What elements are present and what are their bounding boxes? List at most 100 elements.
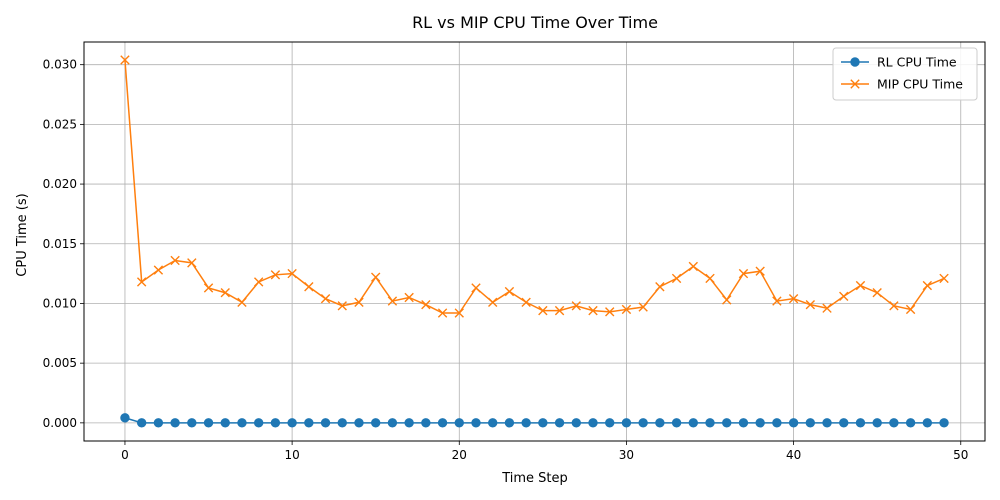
x-tick-label: 40 [786,448,801,462]
data-point [237,297,247,307]
x-tick-label: 50 [953,448,968,462]
data-point [655,282,665,292]
data-point [688,261,698,272]
axis-ticks: 0 10 20 30 40 50 0.000 0.005 0.010 0.015 0.020 0.02… [43,58,969,462]
data-point [120,413,130,423]
y-tick-label: 0.015 [43,237,77,251]
data-point [136,277,147,287]
series-rl-cpu-time [120,413,949,428]
data-point [320,418,331,428]
data-point [521,297,531,307]
series-mip-cpu-time [120,55,949,318]
data-point [504,286,515,297]
y-tick-label: 0.030 [43,58,77,72]
data-point [488,418,498,428]
legend-label: MIP CPU Time [877,77,963,92]
data-point [571,301,581,311]
y-tick-label: 0.025 [43,117,77,131]
legend-marker [850,57,860,67]
data-point [839,418,849,428]
data-point [872,418,882,428]
data-point [755,418,765,428]
data-point [437,418,448,428]
data-point [136,418,147,428]
data-point [153,265,164,275]
data-point [253,418,264,428]
data-point [187,258,197,268]
legend-marker [850,79,860,89]
data-point [554,418,565,428]
data-point [822,303,832,313]
x-axis-label: Time Step [501,471,568,486]
data-point [638,302,648,312]
data-point [253,277,264,287]
legend-entry: RL CPU Time [841,55,957,70]
y-tick-label: 0.005 [43,356,77,370]
data-point [588,305,598,316]
data-point [905,418,916,428]
data-point [120,55,130,65]
grid [84,42,985,441]
y-axis-label: CPU Time (s) [15,193,30,276]
data-point [471,418,481,428]
data-point [337,418,347,428]
x-tick-label: 10 [284,448,299,462]
legend-label: RL CPU Time [877,55,957,70]
data-point [504,418,515,428]
series-line [124,417,945,424]
data-point [738,268,749,279]
legend: RL CPU Time MIP CPU Time [832,47,978,101]
data-point [270,418,281,428]
data-point [237,418,247,428]
data-point [671,273,682,284]
data-point [203,283,214,293]
data-point [421,418,431,428]
y-tick-label: 0.010 [43,296,77,310]
data-point [805,418,816,428]
data-point [287,418,297,428]
data-point [855,418,866,428]
data-point [320,293,331,304]
data-point [605,307,615,317]
data-point [571,418,581,428]
data-point [688,418,699,428]
data-point [822,418,832,428]
data-point [304,418,314,428]
data-point [722,295,732,305]
data-point [922,280,933,291]
data-point [220,418,230,428]
data-point [738,418,749,428]
data-point [488,297,498,307]
legend-entry: MIP CPU Time [841,77,963,92]
data-point [588,418,598,428]
data-point [772,418,782,428]
legend-box [832,47,978,101]
data-point [454,308,464,318]
data-point [287,268,297,279]
data-point [805,299,816,310]
data-point [621,304,632,315]
data-point [788,418,799,428]
chart-title: RL vs MIP CPU Time Over Time [412,13,658,32]
data-point [471,283,481,293]
data-point [454,418,464,428]
data-point [153,418,164,428]
data-point [170,418,180,428]
x-tick-label: 30 [619,448,634,462]
data-point [839,291,849,301]
data-point [371,272,381,282]
data-point [905,304,916,315]
data-point [270,270,281,280]
data-point [170,255,180,266]
data-point [638,418,648,428]
y-tick-label: 0.000 [43,416,77,430]
data-point [705,418,715,428]
data-point [705,273,715,284]
y-tick-label: 0.020 [43,177,77,191]
data-point [872,288,882,298]
data-point [187,418,197,428]
data-point [387,296,398,306]
data-point [855,280,866,291]
data-point [772,296,782,306]
data-point [889,418,899,428]
